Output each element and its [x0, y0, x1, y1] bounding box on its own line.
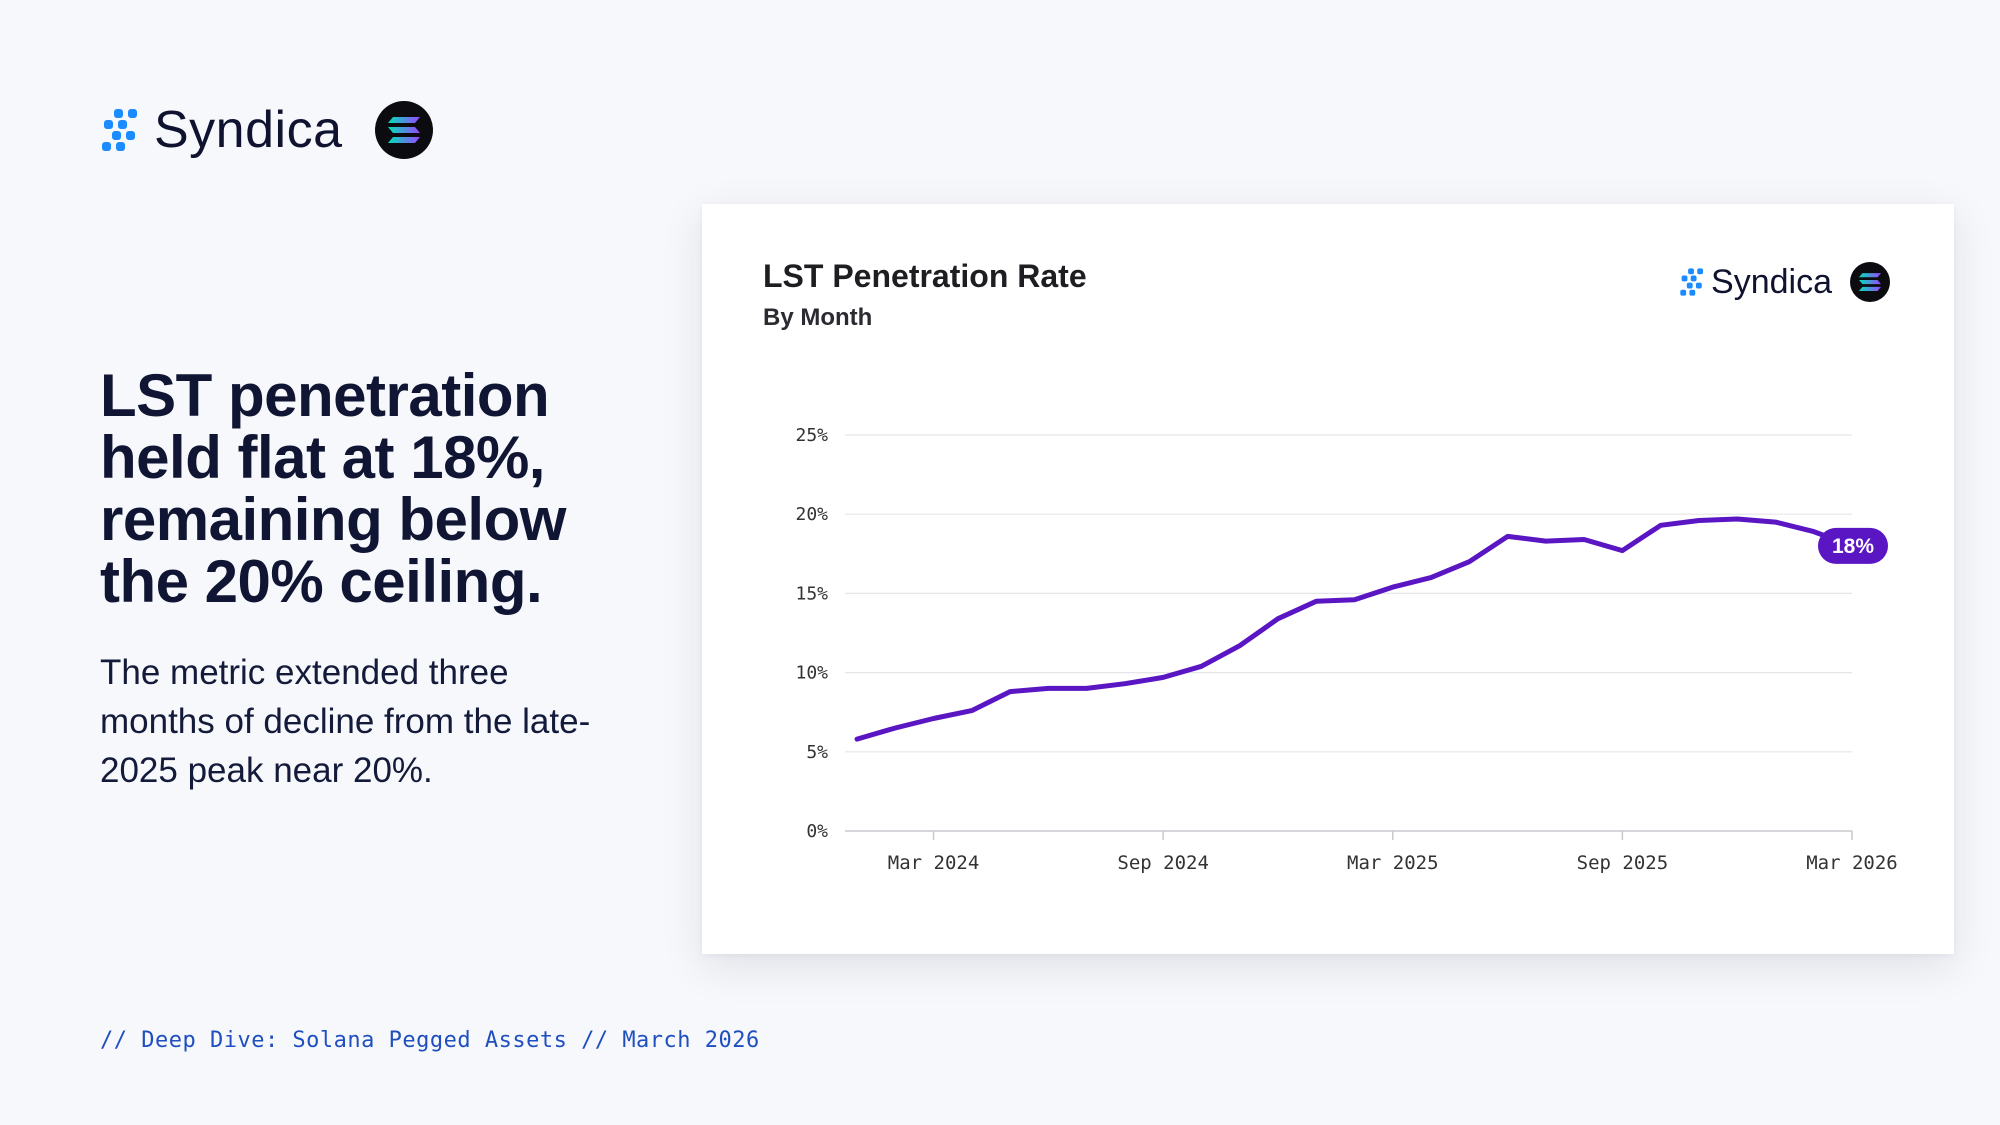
data-point [1008, 689, 1013, 694]
data-point [1122, 681, 1127, 686]
data-point [1352, 597, 1357, 602]
chart-subtitle: By Month [763, 304, 873, 331]
syndica-logo-icon [102, 109, 137, 151]
data-point [1582, 537, 1587, 542]
brand-wordmark: Syndica [154, 101, 343, 159]
data-point [1429, 575, 1434, 580]
data-point [1543, 539, 1548, 544]
data-point [1314, 599, 1319, 604]
solana-logo-icon [1850, 262, 1890, 302]
data-point [855, 737, 859, 742]
data-point [893, 726, 898, 731]
data-point [1811, 529, 1816, 534]
data-point [1084, 686, 1089, 691]
data-point [1505, 534, 1510, 539]
data-point [1199, 664, 1204, 669]
x-tick-label: Mar 2026 [1806, 852, 1898, 874]
brand-header: Syndica [100, 100, 433, 160]
data-point [969, 708, 974, 713]
subtext: The metric extended three months of decl… [100, 653, 591, 790]
line-chart: 0% 5% 10% 15% 20% 25% Mar 2024 Sep 2024 Mar 2025… [795, 425, 1898, 874]
x-tick-label: Sep 2024 [1117, 852, 1209, 874]
syndica-logo-icon [1680, 268, 1704, 296]
data-point [1658, 523, 1663, 528]
end-value-label: 18% [1832, 535, 1874, 558]
data-point [1773, 520, 1778, 525]
series-line [854, 516, 1855, 742]
data-point [1275, 616, 1280, 621]
y-tick-label: 20% [795, 504, 828, 525]
data-point [1620, 548, 1625, 553]
headline: LST penetration held flat at 18%, remain… [100, 362, 566, 615]
y-tick-label: 10% [795, 663, 828, 684]
data-point [931, 716, 936, 721]
card-brand-wordmark: Syndica [1711, 262, 1832, 301]
y-tick-label: 25% [795, 425, 828, 446]
y-tick-label: 0% [806, 821, 828, 842]
data-point [1046, 686, 1051, 691]
data-point [1161, 675, 1166, 680]
x-tick-label: Mar 2025 [1347, 852, 1439, 874]
data-point [1467, 559, 1472, 564]
data-point [1390, 585, 1395, 590]
chart-title: LST Penetration Rate [763, 258, 1087, 294]
card-brand: Syndica [1679, 262, 1890, 302]
data-point [1735, 516, 1740, 521]
data-point [1237, 643, 1242, 648]
x-tick-label: Mar 2024 [888, 852, 980, 874]
y-tick-label: 5% [806, 742, 828, 763]
x-tick-label: Sep 2025 [1577, 852, 1669, 874]
y-tick-label: 15% [795, 583, 828, 604]
data-point [1696, 518, 1701, 523]
chart-card: LST Penetration Rate By Month Syndica [702, 204, 1954, 954]
footer-caption: // Deep Dive: Solana Pegged Assets // Ma… [100, 1028, 760, 1053]
end-value-badge [1818, 527, 1888, 564]
solana-logo-icon [374, 101, 433, 159]
